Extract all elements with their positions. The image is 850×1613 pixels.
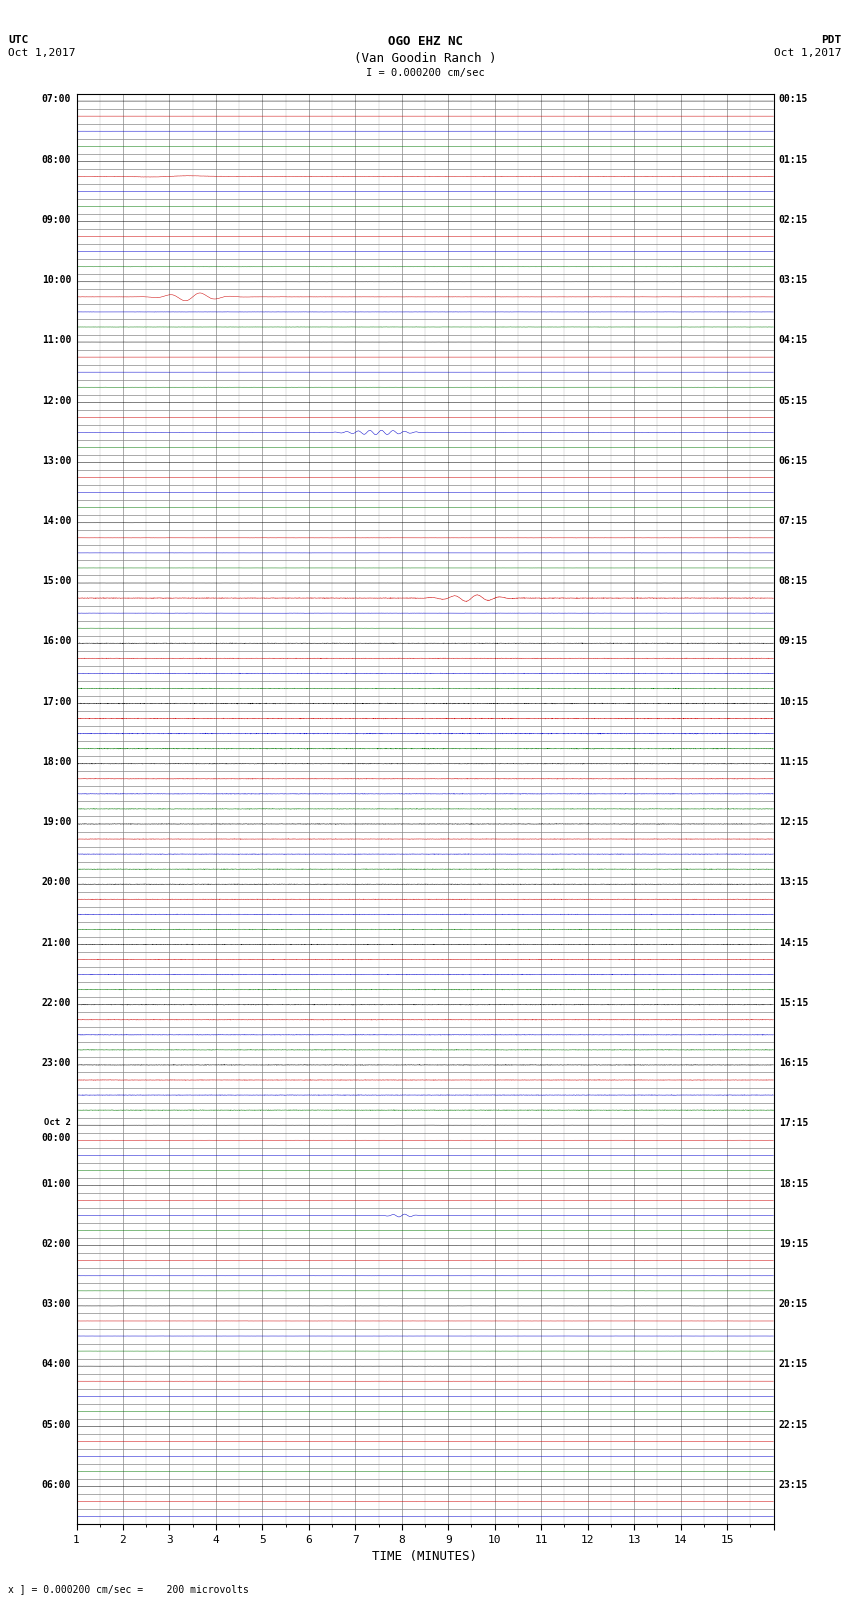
Text: 14:15: 14:15 — [779, 937, 808, 948]
Text: UTC: UTC — [8, 35, 29, 45]
Text: 17:15: 17:15 — [779, 1118, 808, 1129]
Text: 09:15: 09:15 — [779, 637, 808, 647]
Text: 00:00: 00:00 — [42, 1134, 71, 1144]
Text: 12:00: 12:00 — [42, 395, 71, 405]
Text: 17:00: 17:00 — [42, 697, 71, 706]
Text: 13:15: 13:15 — [779, 877, 808, 887]
Text: 05:00: 05:00 — [42, 1419, 71, 1429]
Text: 18:00: 18:00 — [42, 756, 71, 766]
Text: 10:00: 10:00 — [42, 276, 71, 286]
Text: x ] = 0.000200 cm/sec =    200 microvolts: x ] = 0.000200 cm/sec = 200 microvolts — [8, 1584, 249, 1594]
Text: 18:15: 18:15 — [779, 1179, 808, 1189]
Text: 04:00: 04:00 — [42, 1360, 71, 1369]
Text: Oct 2: Oct 2 — [44, 1118, 71, 1127]
Text: 21:15: 21:15 — [779, 1360, 808, 1369]
Text: 10:15: 10:15 — [779, 697, 808, 706]
Text: 04:15: 04:15 — [779, 336, 808, 345]
Text: 23:00: 23:00 — [42, 1058, 71, 1068]
Text: 14:00: 14:00 — [42, 516, 71, 526]
Text: 06:00: 06:00 — [42, 1479, 71, 1490]
Text: 02:15: 02:15 — [779, 215, 808, 224]
Text: 15:00: 15:00 — [42, 576, 71, 586]
X-axis label: TIME (MINUTES): TIME (MINUTES) — [372, 1550, 478, 1563]
Text: 23:15: 23:15 — [779, 1479, 808, 1490]
Text: 21:00: 21:00 — [42, 937, 71, 948]
Text: 19:00: 19:00 — [42, 818, 71, 827]
Text: 03:15: 03:15 — [779, 276, 808, 286]
Text: 00:15: 00:15 — [779, 94, 808, 105]
Text: 07:00: 07:00 — [42, 94, 71, 105]
Text: 16:15: 16:15 — [779, 1058, 808, 1068]
Text: I = 0.000200 cm/sec: I = 0.000200 cm/sec — [366, 68, 484, 77]
Text: 08:15: 08:15 — [779, 576, 808, 586]
Text: 09:00: 09:00 — [42, 215, 71, 224]
Text: 11:00: 11:00 — [42, 336, 71, 345]
Text: 01:15: 01:15 — [779, 155, 808, 165]
Text: 08:00: 08:00 — [42, 155, 71, 165]
Text: 22:00: 22:00 — [42, 998, 71, 1008]
Text: 01:00: 01:00 — [42, 1179, 71, 1189]
Text: 02:00: 02:00 — [42, 1239, 71, 1248]
Text: PDT: PDT — [821, 35, 842, 45]
Text: 20:15: 20:15 — [779, 1298, 808, 1310]
Text: 13:00: 13:00 — [42, 456, 71, 466]
Text: 16:00: 16:00 — [42, 637, 71, 647]
Text: 05:15: 05:15 — [779, 395, 808, 405]
Text: 12:15: 12:15 — [779, 818, 808, 827]
Text: 07:15: 07:15 — [779, 516, 808, 526]
Text: Oct 1,2017: Oct 1,2017 — [774, 48, 842, 58]
Text: 03:00: 03:00 — [42, 1298, 71, 1310]
Text: 22:15: 22:15 — [779, 1419, 808, 1429]
Text: 19:15: 19:15 — [779, 1239, 808, 1248]
Text: 15:15: 15:15 — [779, 998, 808, 1008]
Text: Oct 1,2017: Oct 1,2017 — [8, 48, 76, 58]
Text: (Van Goodin Ranch ): (Van Goodin Ranch ) — [354, 52, 496, 65]
Text: OGO EHZ NC: OGO EHZ NC — [388, 35, 462, 48]
Text: 20:00: 20:00 — [42, 877, 71, 887]
Text: 11:15: 11:15 — [779, 756, 808, 766]
Text: 06:15: 06:15 — [779, 456, 808, 466]
